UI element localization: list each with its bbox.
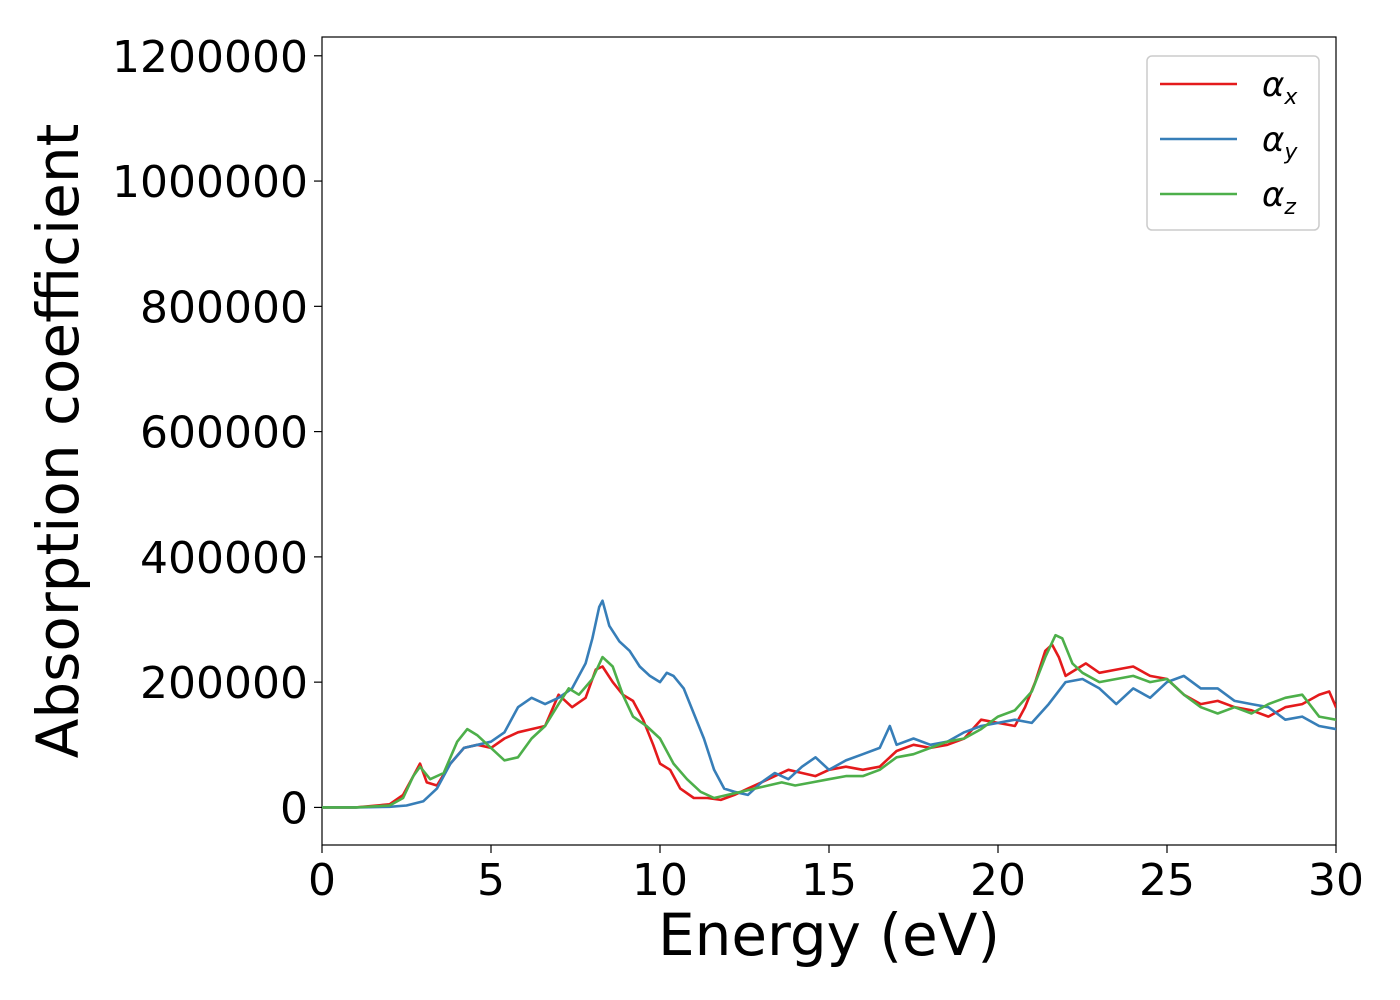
y-tick-label: 200000 [140,658,308,709]
y-axis: 0 200000 400000 600000 800000 1000000 1200000 [112,32,322,834]
x-tick-label: 20 [970,855,1026,906]
x-axis: 0 5 10 15 20 25 30 [308,845,1364,906]
x-tick-label: 30 [1308,855,1364,906]
x-tick-label: 10 [632,855,688,906]
y-tick-label: 1200000 [112,32,308,83]
x-tick-label: 5 [477,855,505,906]
y-tick-label: 800000 [140,282,308,333]
x-tick-label: 0 [308,855,336,906]
legend-label-alpha-z: αz [1262,175,1296,220]
y-tick-label: 400000 [140,533,308,584]
x-axis-label: Energy (eV) [658,901,1000,969]
y-tick-label: 1000000 [112,157,308,208]
legend-frame [1146,55,1320,231]
legend-label-alpha-x: αx [1262,65,1298,110]
series-line-alpha-x [322,643,1336,809]
legend: αx αy αz [1146,55,1320,231]
series-layer [322,599,1336,809]
series-line-alpha-y [322,599,1336,809]
x-tick-label: 15 [801,855,857,906]
series-line-alpha-z [322,633,1336,809]
y-axis-label: Absorption coefficient [24,124,92,759]
y-tick-label: 0 [280,783,308,834]
legend-label-alpha-y: αy [1262,120,1298,165]
y-tick-label: 600000 [140,408,308,459]
legend-entries: αx αy αz [1160,65,1298,220]
x-tick-label: 25 [1139,855,1195,906]
